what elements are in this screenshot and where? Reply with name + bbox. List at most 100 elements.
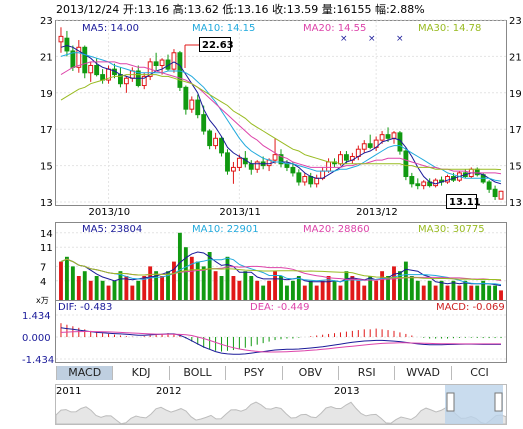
volume-bar	[475, 285, 480, 300]
volume-bar	[219, 276, 224, 300]
volume-bar	[380, 271, 385, 300]
max-label: 22.63	[202, 40, 234, 51]
price-y-tick-left: 13	[40, 198, 53, 209]
candle-body	[153, 61, 159, 67]
candle-body	[343, 154, 349, 161]
volume-label: 量:	[321, 3, 337, 16]
volume-bar	[189, 256, 194, 300]
x-tick-label: 2013/10	[89, 207, 131, 218]
event-marker: ×	[368, 34, 376, 44]
volume-ma-line	[60, 257, 502, 286]
low-value: 13.16	[237, 3, 269, 16]
candle-body	[254, 161, 260, 170]
candle-body	[58, 35, 64, 43]
candle-body	[296, 172, 302, 183]
dif-line	[60, 327, 501, 355]
volume-bar	[59, 261, 63, 300]
volume-bar	[296, 276, 301, 300]
volume-ma20-legend: MA20: 28860	[303, 224, 370, 235]
candle-body	[219, 137, 224, 154]
x-tick-label: 2013/12	[356, 207, 398, 218]
candle-body	[189, 99, 195, 110]
volume-bar	[106, 285, 111, 300]
volume-bar	[374, 280, 379, 300]
volume-bar	[82, 271, 87, 300]
macd-y-tick: 1.434	[22, 311, 51, 322]
volume-bar	[213, 271, 218, 300]
nav-year-2013: 2013	[334, 386, 360, 397]
max-label-box	[199, 37, 231, 52]
volume-bar	[136, 280, 141, 300]
volume-bar	[326, 276, 331, 300]
candle-body	[338, 154, 343, 165]
tab-psy[interactable]: PSY	[225, 366, 281, 380]
tab-cci[interactable]: CCI	[450, 366, 507, 380]
volume-bar	[94, 276, 99, 300]
close-value: 13.59	[286, 3, 319, 16]
tab-boll[interactable]: BOLL	[168, 366, 225, 380]
volume-bar	[64, 256, 69, 300]
ma-lines	[60, 44, 502, 185]
tab-wvad[interactable]: WVAD	[394, 366, 450, 380]
navigator-left-handle[interactable]	[446, 392, 455, 412]
quote-date: 2013/12/24	[56, 3, 120, 16]
x-tick-label: 2013/11	[219, 207, 261, 218]
volume-bar	[124, 276, 129, 300]
candle-body	[88, 65, 94, 74]
candle-body	[236, 157, 242, 168]
volume-bar	[112, 280, 117, 300]
candle-body	[326, 161, 332, 172]
volume-ma10-legend: MA10: 22901	[192, 224, 259, 235]
volume-y-tick: 4	[40, 277, 46, 288]
volume-bar	[469, 285, 474, 300]
volume-y-tick: 14	[40, 229, 53, 240]
volume-ma-lines	[60, 251, 502, 287]
candle-body	[278, 154, 284, 165]
tab-kdj[interactable]: KDJ	[112, 366, 168, 380]
navigator-right-handle[interactable]	[494, 392, 503, 412]
tab-obv[interactable]: OBV	[281, 366, 338, 380]
volume-bar	[392, 266, 396, 300]
candle-body	[486, 181, 492, 190]
candle-body	[421, 181, 427, 187]
tab-macd[interactable]: MACD	[56, 366, 113, 380]
volume-bar	[76, 276, 81, 300]
volume-bar	[154, 271, 159, 300]
candle-body	[403, 150, 409, 178]
event-marker: ×	[396, 34, 404, 44]
volume-bar	[160, 276, 164, 300]
open-label: 开:	[122, 3, 138, 16]
volume-bar	[279, 276, 283, 300]
macd-y-tick: -1.434	[22, 355, 54, 366]
navigator-window[interactable]	[445, 385, 503, 424]
candle-body	[248, 163, 254, 170]
volume-bar	[231, 276, 236, 300]
volume-bar	[320, 280, 325, 300]
tab-rsi[interactable]: RSI	[338, 366, 394, 380]
volume-bar	[386, 276, 390, 300]
candle-body	[272, 154, 278, 161]
price-ma10-legend: MA10: 14.15	[192, 23, 256, 34]
close-label: 收:	[272, 3, 287, 16]
candle-body	[290, 166, 296, 174]
volume-ma30-legend: MA30: 30775	[418, 224, 485, 235]
volume-bar	[225, 256, 230, 300]
macd-lines	[60, 327, 501, 355]
candle-body	[415, 183, 421, 187]
price-y-tick-left: 17	[40, 125, 53, 136]
high-value: 13.62	[187, 3, 219, 16]
candle-body	[391, 132, 397, 139]
candle-body	[474, 168, 480, 176]
volume-bar	[439, 280, 444, 300]
volume-bar	[249, 276, 254, 300]
navigator-area	[55, 401, 507, 425]
price-y-tick-right: 15	[509, 162, 522, 173]
volume-bar	[201, 266, 206, 300]
grid-lines	[56, 19, 506, 360]
high-label: 高:	[172, 3, 188, 16]
volume-bar	[487, 285, 492, 300]
volume-bar	[118, 271, 123, 300]
volume-bar	[166, 271, 170, 300]
macd-panel-frame	[55, 300, 507, 363]
